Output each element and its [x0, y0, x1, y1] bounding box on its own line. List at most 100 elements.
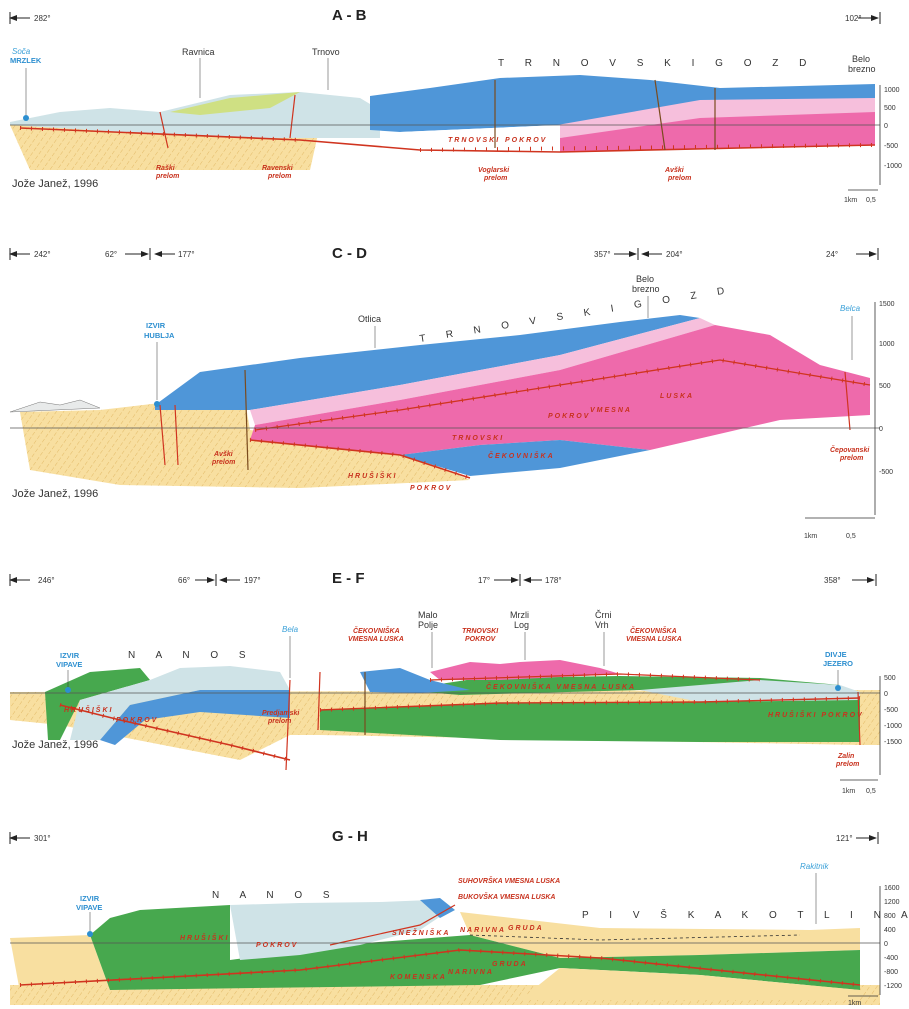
unit-label: HRUŠIŠKI: [180, 933, 229, 942]
section-title: A - B: [332, 7, 367, 24]
scale-tick: -1500: [884, 739, 902, 746]
lightpink-layer: [250, 318, 715, 425]
place-label: Ravnica: [182, 47, 215, 57]
place-label: Log: [514, 620, 529, 630]
place-label: Otlica: [358, 314, 381, 324]
unit-label: TRNOVSKI: [452, 435, 504, 442]
author-credit: Jože Janež, 1996: [12, 488, 98, 500]
unit-label: NARIVNA: [460, 927, 506, 934]
section-cd: 242° 62° 177° 357° 204° 24° C - D: [9, 245, 895, 540]
direction-label: 177°: [178, 250, 195, 259]
direction-label: 282°: [34, 14, 51, 23]
scale-tick: -1000: [884, 723, 902, 730]
unit-label: POKROV: [410, 485, 452, 492]
spring-icon: [835, 685, 841, 691]
fault-label: Predjamski: [262, 710, 300, 717]
section-ab: 282° 102° A - B Soča MRZLEK: [9, 7, 902, 204]
scale-tick: -800: [884, 969, 898, 976]
region-label: N A N O S: [212, 890, 339, 901]
direction-label: 17°: [478, 576, 490, 585]
blue-layer: [370, 75, 875, 132]
scale-tick: -400: [884, 955, 898, 962]
scale-tick: -500: [884, 143, 898, 150]
scalebar-label: 1km: [804, 533, 817, 540]
blue-layer: [155, 315, 700, 410]
scale-tick: 0: [879, 426, 883, 433]
scale-tick: 1000: [879, 341, 895, 348]
unit-label: POKROV: [116, 717, 158, 724]
direction-label: 357°: [594, 250, 611, 259]
scale-tick: 500: [879, 383, 891, 390]
fault-label: prelom: [267, 718, 291, 725]
scalebar-label: 1km: [844, 197, 857, 204]
scalebar-label: 0,5: [846, 533, 856, 540]
fault-label: prelom: [211, 459, 235, 466]
spring-label: VIPAVE: [76, 903, 102, 912]
place-label: Vrh: [595, 620, 609, 630]
spring-icon: [87, 931, 93, 937]
fault-label: prelom: [155, 173, 179, 180]
scale-tick: 500: [884, 675, 896, 682]
spring-label: IZVIR: [146, 321, 166, 330]
blue-layer: [100, 690, 290, 745]
scale-tick: 400: [884, 927, 896, 934]
direction-label: 301°: [34, 834, 51, 843]
spring-name: Belca: [840, 304, 861, 313]
place-label: Malo: [418, 610, 438, 620]
direction-label: 66°: [178, 576, 190, 585]
unit-label: KOMENSKA: [390, 974, 447, 981]
fault-label: Ravenski: [262, 165, 294, 172]
scale-tick: 0: [884, 691, 888, 698]
fault-label: prelom: [835, 761, 859, 768]
unit-label: TRNOVSKI: [462, 628, 499, 635]
spring-label: VIPAVE: [56, 660, 82, 669]
unit-label: VMESNA LUSKA: [626, 636, 682, 643]
fault-label: prelom: [667, 175, 691, 182]
unit-label: ČEKOVNIŠKA: [630, 626, 677, 635]
pink-layer: [560, 112, 875, 152]
spring-label: IZVIR: [60, 651, 80, 660]
author-credit: Jože Janež, 1996: [12, 178, 98, 190]
unit-label: ČEKOVNIŠKA VMESNA LUSKA: [486, 682, 636, 691]
direction-label: 102°: [845, 14, 862, 23]
unit-label: ČEKOVNIŠKA: [353, 626, 400, 635]
unit-label: GRUDA: [492, 961, 528, 968]
unit-label: VMESNA: [590, 407, 632, 414]
scale-tick: 1000: [884, 87, 900, 94]
place-label: Belo: [852, 54, 870, 64]
pink-layer: [250, 325, 870, 455]
direction-label: 178°: [545, 576, 562, 585]
scalebar-label: 1km: [848, 1000, 861, 1007]
section-title: C - D: [332, 245, 367, 262]
scale-tick: -500: [884, 707, 898, 714]
spring-label: IZVIR: [80, 894, 100, 903]
spring-name: Rakitnik: [800, 862, 829, 871]
region-label: P I V Š K A K O T L I N A: [582, 908, 909, 921]
scale-tick: 800: [884, 913, 896, 920]
region-label: N A N O S: [128, 650, 255, 661]
green-layer: [90, 905, 860, 990]
unit-label: HRUŠIŠKI POKROV: [768, 710, 864, 719]
yellowgreen-layer: [170, 92, 300, 115]
direction-label: 204°: [666, 250, 683, 259]
unit-label: HRUŠIŠKI: [348, 471, 397, 480]
scale-tick: -1000: [884, 163, 902, 170]
spring-label: JEZERO: [823, 659, 853, 668]
spring-icon: [154, 401, 160, 407]
scalebar-label: 0,5: [866, 197, 876, 204]
blue-lens: [400, 440, 650, 476]
unit-label: LUSKA: [660, 393, 694, 400]
spring-label: HUBLJA: [144, 331, 175, 340]
direction-label: 242°: [34, 250, 51, 259]
fault-label: Voglarski: [478, 167, 510, 174]
direction-label: 24°: [826, 250, 838, 259]
scale-tick: 500: [884, 105, 896, 112]
unit-label: SUHOVRŠKA VMESNA LUSKA: [458, 876, 560, 885]
unit-label: POKROV: [548, 413, 590, 420]
section-gh: 301° 121° G - H IZVIR VIPAVE Rakitnik N …: [9, 828, 909, 1007]
lightblue-layer: [70, 666, 290, 740]
spring-label: DIVJE: [825, 650, 847, 659]
unit-label: BUKOVŠKA VMESNA LUSKA: [458, 892, 556, 901]
section-title: E - F: [332, 570, 365, 587]
